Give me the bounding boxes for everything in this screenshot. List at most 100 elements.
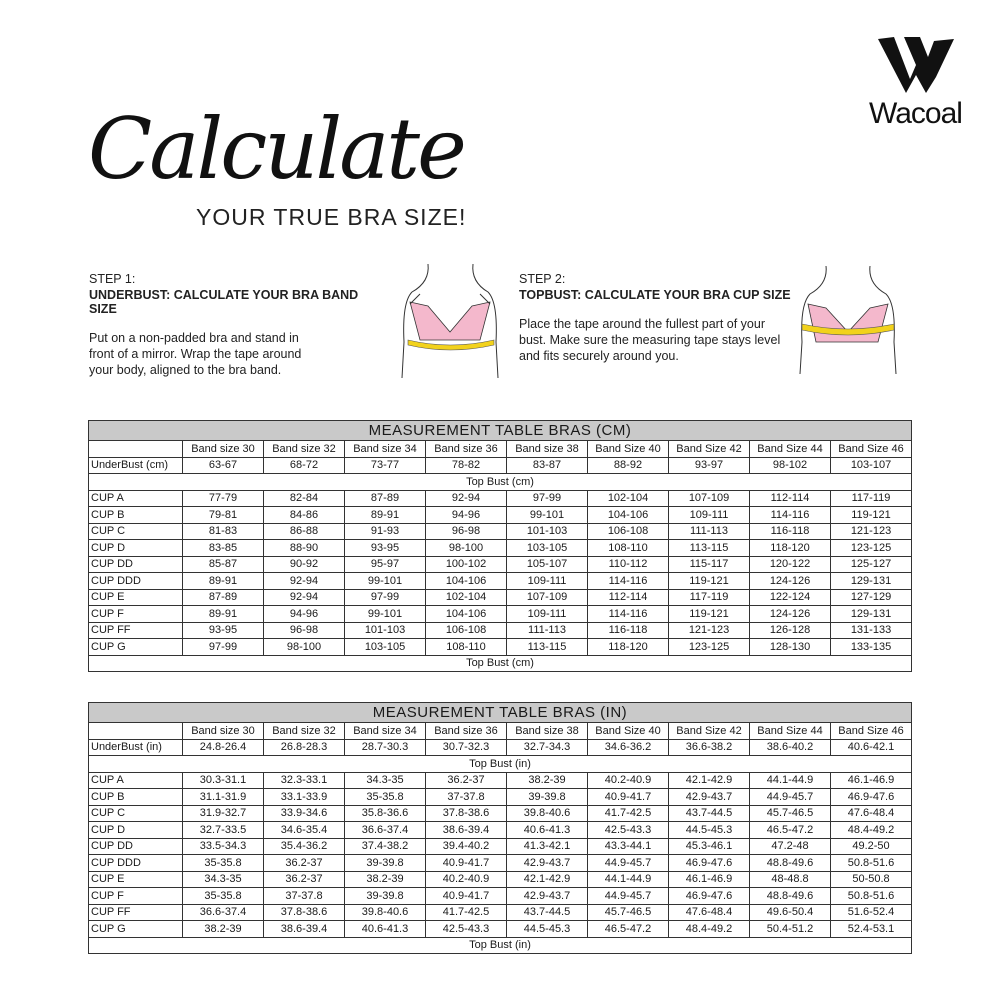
table-header-row: Band size 30 Band size 32 Band size 34 Band… [88,722,912,740]
size-cell: 35.8-36.6 [344,804,426,822]
column-header: Band size 30 [182,440,264,458]
topbust-label: Top Bust (cm) [88,654,912,672]
size-cell: 40.2-40.9 [425,870,507,888]
size-cell: 48.8-49.6 [749,854,831,872]
size-cell: 38.2-39 [506,771,588,789]
underbust-cell: 26.8-28.3 [263,738,345,756]
size-cell: 97-99 [506,489,588,507]
size-cell: 32.7-33.5 [182,821,264,839]
cup-label: CUP DD [88,837,183,855]
underbust-cell: 32.7-34.3 [506,738,588,756]
size-cell: 101-103 [344,621,426,639]
size-cell: 44.5-45.3 [506,920,588,938]
size-cell: 34.6-35.4 [263,821,345,839]
size-cell: 116-118 [587,621,669,639]
size-cell: 89-91 [182,605,264,623]
underbust-cell: 78-82 [425,456,507,474]
size-cell: 48.8-49.6 [749,887,831,905]
size-cell: 44.1-44.9 [749,771,831,789]
size-cell: 45.7-46.5 [749,804,831,822]
column-header: Band size 34 [344,440,426,458]
size-cell: 42.1-42.9 [506,870,588,888]
underbust-cell: 68-72 [263,456,345,474]
size-cell: 32.3-33.1 [263,771,345,789]
size-cell: 115-117 [668,555,750,573]
size-cell: 40.2-40.9 [587,771,669,789]
size-cell: 85-87 [182,555,264,573]
table-row: CUP G 97-99 98-100 103-105 108-110 113-115 118… [88,638,912,656]
size-cell: 36.6-37.4 [182,903,264,921]
table-row: CUP C 31.9-32.7 33.9-34.6 35.8-36.6 37.8-38.… [88,804,912,822]
size-cell: 49.2-50 [830,837,912,855]
size-cell: 40.9-41.7 [587,788,669,806]
size-cell: 83-85 [182,539,264,557]
table-row: CUP DDD 89-91 92-94 99-101 104-106 109-111 114… [88,572,912,590]
underbust-illustration [401,263,499,379]
column-header: Band size 36 [425,440,507,458]
size-cell: 107-109 [506,588,588,606]
step-title: UNDERBUST: CALCULATE YOUR BRA BAND SIZE [89,288,359,316]
cup-label: CUP FF [88,903,183,921]
table-title: MEASUREMENT TABLE BRAS (CM) [88,420,912,441]
cup-label: CUP F [88,887,183,905]
size-cell: 38.2-39 [182,920,264,938]
size-cell: 46.1-46.9 [668,870,750,888]
table-row: CUP F 89-91 94-96 99-101 104-106 109-111 114-1… [88,605,912,623]
size-cell: 98-100 [425,539,507,557]
column-header: Band size 38 [506,440,588,458]
size-cell: 109-111 [506,605,588,623]
size-cell: 40.9-41.7 [425,854,507,872]
size-cell: 43.7-44.5 [668,804,750,822]
size-cell: 44.1-44.9 [587,870,669,888]
step-text: Put on a non-padded bra and stand in fro… [89,331,302,377]
step-2: STEP 2: TOPBUST: CALCULATE YOUR BRA CUP … [519,272,819,364]
size-cell: 37-37.8 [425,788,507,806]
topbust-label: Top Bust (in) [88,936,912,954]
size-cell: 117-119 [830,489,912,507]
cup-label: CUP A [88,771,183,789]
size-cell: 39-39.8 [344,854,426,872]
size-cell: 104-106 [587,506,669,524]
size-cell: 45.7-46.5 [587,903,669,921]
size-cell: 99-101 [344,605,426,623]
size-cell: 125-127 [830,555,912,573]
table-row: CUP C 81-83 86-88 91-93 96-98 101-103 106-108 1… [88,522,912,540]
size-cell: 87-89 [344,489,426,507]
cup-label: CUP E [88,870,183,888]
size-cell: 46.9-47.6 [830,788,912,806]
size-cell: 38.6-39.4 [263,920,345,938]
size-cell: 41.7-42.5 [587,804,669,822]
topbust-label-row: Top Bust (in) [88,755,912,773]
table-row: CUP G 38.2-39 38.6-39.4 40.6-41.3 42.5-43.3 4… [88,920,912,938]
size-cell: 38.2-39 [344,870,426,888]
topbust-illustration [799,265,897,375]
table-row: CUP D 83-85 88-90 93-95 98-100 103-105 108-110… [88,539,912,557]
underbust-cell: 24.8-26.4 [182,738,264,756]
table-title-row: MEASUREMENT TABLE BRAS (IN) [88,702,912,723]
cup-label: CUP G [88,920,183,938]
cup-label: CUP G [88,638,183,656]
cup-label: CUP E [88,588,183,606]
size-cell: 44.5-45.3 [668,821,750,839]
size-cell: 43.3-44.1 [587,837,669,855]
size-cell: 42.9-43.7 [668,788,750,806]
wacoal-logo: Wacoal [858,35,973,131]
size-cell: 96-98 [263,621,345,639]
step-number: STEP 2: [519,272,566,286]
size-cell: 93-95 [182,621,264,639]
underbust-row: UnderBust (cm) 63-67 68-72 73-77 78-82 83-87 8… [88,456,912,474]
table-row: CUP D 32.7-33.5 34.6-35.4 36.6-37.4 38.6-39.… [88,821,912,839]
size-cell: 50.8-51.6 [830,887,912,905]
size-cell: 97-99 [182,638,264,656]
size-cell: 126-128 [749,621,831,639]
size-cell: 46.5-47.2 [749,821,831,839]
size-cell: 111-113 [506,621,588,639]
size-cell: 48.4-49.2 [830,821,912,839]
size-cell: 47.2-48 [749,837,831,855]
underbust-cell: 28.7-30.3 [344,738,426,756]
size-cell: 92-94 [263,572,345,590]
size-cell: 39.8-40.6 [344,903,426,921]
size-cell: 119-121 [668,605,750,623]
wacoal-swan-icon [877,37,954,93]
size-cell: 108-110 [587,539,669,557]
